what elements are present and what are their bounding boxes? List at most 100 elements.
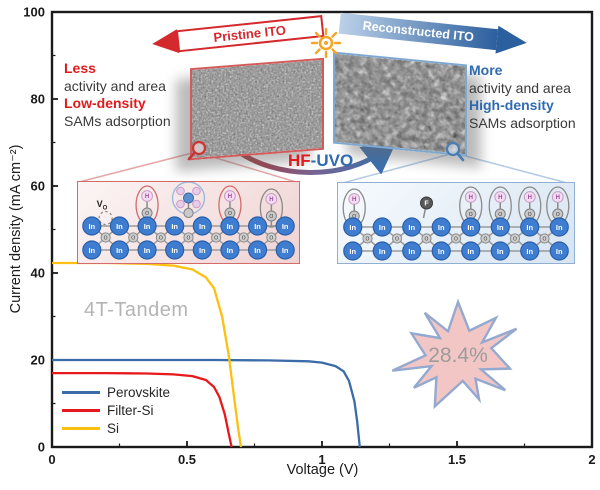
svg-text:In: In bbox=[227, 246, 234, 255]
svg-text:O: O bbox=[131, 235, 135, 241]
svg-text:In: In bbox=[526, 247, 533, 256]
in-atom bbox=[137, 240, 157, 260]
svg-text:20: 20 bbox=[31, 353, 45, 368]
svg-text:O: O bbox=[104, 235, 108, 241]
svg-text:O: O bbox=[269, 214, 273, 220]
vacancy-label: VO bbox=[97, 199, 108, 212]
svg-text:H: H bbox=[145, 194, 149, 200]
in-atom bbox=[109, 216, 130, 236]
svg-text:In: In bbox=[497, 247, 504, 256]
in-atom bbox=[275, 216, 295, 236]
in-atom bbox=[109, 240, 130, 260]
x-axis-title: Voltage (V) bbox=[286, 462, 359, 478]
in-atom bbox=[520, 241, 540, 261]
legend-item-perovskite: Perovskite bbox=[62, 383, 170, 401]
svg-text:O: O bbox=[214, 235, 218, 241]
legend-label: Si bbox=[107, 420, 120, 436]
in-atom bbox=[431, 241, 451, 261]
o-atom bbox=[238, 232, 249, 243]
filter-si-line-swatch bbox=[62, 408, 100, 412]
h-atom bbox=[348, 193, 361, 205]
in-atom bbox=[461, 241, 481, 261]
svg-text:In: In bbox=[349, 247, 356, 256]
legend-label: Filter-Si bbox=[107, 402, 154, 418]
svg-text:60: 60 bbox=[31, 179, 45, 194]
in-atom bbox=[372, 241, 392, 261]
svg-text:O: O bbox=[145, 211, 149, 217]
high-density-label: High-density bbox=[469, 97, 554, 113]
in-atom bbox=[192, 240, 212, 260]
cluster-satellite-atom bbox=[176, 186, 185, 196]
y-axis-title: Current density (mA cm⁻²) bbox=[8, 144, 24, 314]
o-atom bbox=[391, 233, 403, 244]
f-atom bbox=[420, 196, 433, 210]
hf-uvo-label: HF-UVO bbox=[288, 151, 353, 171]
svg-text:In: In bbox=[144, 246, 151, 255]
reconstructed-annotation: More activity and area High-density SAMs… bbox=[469, 62, 576, 132]
h-atom bbox=[224, 190, 236, 202]
svg-text:In: In bbox=[116, 246, 123, 255]
svg-text:O: O bbox=[366, 236, 370, 242]
svg-text:In: In bbox=[467, 223, 474, 232]
svg-text:1.5: 1.5 bbox=[448, 452, 466, 467]
si-line-swatch bbox=[62, 426, 100, 430]
svg-text:O: O bbox=[543, 236, 547, 242]
h-atom bbox=[141, 190, 153, 202]
svg-text:O: O bbox=[484, 236, 488, 242]
oh-group-outline bbox=[259, 188, 284, 228]
in-atom bbox=[490, 217, 510, 237]
pristine-surface-schematic: O H O H O H VO O O O O O O O In In In In In In In In In In In In I… bbox=[77, 181, 300, 264]
svg-text:In: In bbox=[144, 222, 151, 231]
sem-image-pristine bbox=[190, 57, 324, 161]
lattice-atoms: O O O O O O O In In In In In In In In In In In In In In In In bbox=[82, 216, 295, 260]
svg-text:In: In bbox=[408, 247, 415, 256]
svg-text:In: In bbox=[199, 246, 206, 255]
in-atom bbox=[165, 216, 185, 236]
o-atom bbox=[265, 210, 277, 222]
svg-text:O: O bbox=[395, 236, 399, 242]
reconstructed-surface-schematic: O H O H O H O H O H F O O O O O O O In In In In In In In In In In In… bbox=[337, 182, 575, 264]
oxygen-vacancy bbox=[98, 210, 113, 226]
activity-label: activity and area bbox=[64, 77, 166, 94]
in-atom bbox=[275, 240, 295, 260]
o-atom bbox=[155, 232, 166, 243]
cluster-satellite-atom bbox=[192, 199, 201, 209]
svg-text:O: O bbox=[187, 235, 191, 241]
svg-text:H: H bbox=[469, 195, 473, 201]
o-atom bbox=[450, 233, 462, 244]
svg-text:O: O bbox=[513, 236, 517, 242]
svg-text:In: In bbox=[88, 246, 95, 255]
adsorbates: O H O H O H VO bbox=[97, 182, 284, 228]
svg-text:In: In bbox=[254, 222, 261, 231]
svg-text:In: In bbox=[556, 223, 563, 232]
svg-text:O: O bbox=[159, 235, 163, 241]
cluster-satellite-atom bbox=[192, 186, 201, 196]
adsorbates: O H O H O H O H O H F bbox=[342, 186, 570, 228]
svg-text:1: 1 bbox=[318, 452, 325, 467]
in-atom bbox=[490, 241, 510, 261]
sams-label: SAMs adsorption bbox=[469, 114, 576, 131]
svg-text:O: O bbox=[352, 214, 356, 220]
svg-text:O: O bbox=[528, 212, 532, 218]
svg-text:H: H bbox=[269, 197, 273, 203]
h-atom bbox=[494, 191, 507, 203]
svg-text:80: 80 bbox=[31, 92, 45, 107]
lattice: O H O H O H VO O O O O O O O In In In In In In In In In In In In I… bbox=[82, 182, 295, 260]
in-atom bbox=[520, 217, 540, 237]
in-atom bbox=[165, 240, 185, 260]
in-atom bbox=[343, 241, 363, 261]
in-atom bbox=[549, 241, 569, 261]
svg-text:F: F bbox=[424, 201, 429, 208]
svg-text:In: In bbox=[171, 222, 178, 231]
sem-image-reconstructed bbox=[333, 51, 467, 157]
lattice-atoms: O O O O O O O In In In In In In In In In In In In In In In In bbox=[343, 217, 569, 261]
in-atom bbox=[220, 240, 240, 260]
svg-text:In: In bbox=[254, 246, 261, 255]
in-atom bbox=[461, 217, 481, 237]
svg-text:O: O bbox=[454, 236, 458, 242]
curve-perovskite bbox=[52, 358, 361, 448]
o-atom bbox=[183, 207, 194, 219]
svg-text:2: 2 bbox=[588, 452, 595, 467]
svg-text:H: H bbox=[228, 194, 232, 200]
sun-icon bbox=[310, 27, 342, 59]
